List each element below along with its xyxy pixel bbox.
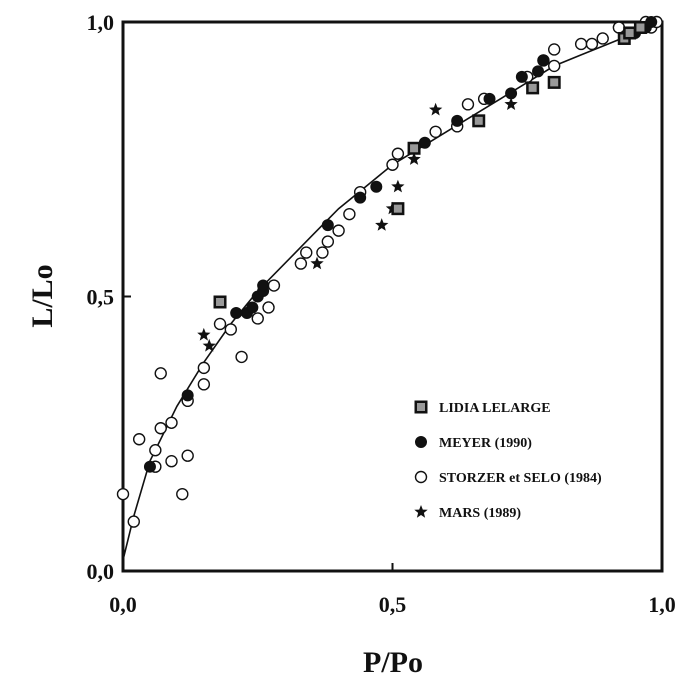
filled-circle-point: [537, 54, 550, 67]
legend-label: MARS (1989): [439, 506, 521, 521]
open-circle-point: [332, 224, 345, 237]
open-circle-point: [596, 32, 609, 45]
y-tick-label: 1,0: [87, 10, 115, 35]
square-dotted-point-inner: [636, 23, 645, 32]
filled-circle-point: [483, 92, 496, 105]
open-circle-point: [294, 257, 308, 270]
open-circle-point: [548, 59, 561, 73]
star-point: [375, 218, 389, 231]
axis-ticks: [122, 21, 663, 572]
data-points: [116, 15, 663, 528]
open-circle-point: [235, 350, 248, 364]
star-point: [407, 152, 421, 165]
square-dotted-point: [526, 81, 540, 95]
square-dotted-point: [633, 20, 647, 34]
open-circle-point: [548, 43, 561, 56]
square-dotted-point-inner: [410, 144, 419, 153]
star-point: [429, 102, 443, 116]
y-axis-title: L/Lo: [26, 264, 59, 327]
filled-circle-point: [143, 460, 156, 473]
open-circle-point: [574, 37, 588, 51]
open-circle-point: [154, 422, 167, 435]
open-circle-point: [154, 367, 167, 380]
open-circle-point: [116, 487, 130, 501]
square-dotted-point: [391, 202, 405, 216]
legend-square-dotted-marker: [414, 400, 428, 414]
square-dotted-point-inner: [393, 204, 402, 213]
filled-circle-point: [354, 191, 367, 204]
legend: LIDIA LELARGE MEYER (1990) STORZER et SELO…: [414, 400, 602, 521]
open-circle-point: [165, 416, 178, 429]
open-circle-point: [176, 487, 189, 501]
legend-star-marker: [414, 505, 428, 518]
square-dotted-point: [213, 295, 227, 309]
open-circle-point: [127, 515, 140, 528]
square-dotted-point: [547, 75, 561, 89]
square-dotted-point-inner: [550, 78, 559, 87]
filled-circle-point: [321, 219, 334, 232]
plot-frame: [121, 20, 664, 573]
star-point: [197, 327, 211, 341]
open-circle-point: [197, 378, 211, 391]
open-circle-point: [197, 361, 211, 375]
open-circle-point: [251, 312, 264, 325]
y-tick-label: 0,0: [87, 559, 115, 584]
tick-labels: 0,0 0,5 1,0 0,0 0,5 1,0: [87, 10, 676, 617]
legend-label: LIDIA LELARGE: [439, 401, 551, 416]
star-point: [310, 256, 324, 270]
filled-circle-point: [181, 389, 194, 402]
filled-circle-point: [418, 136, 431, 149]
star-point: [504, 97, 518, 110]
open-circle-point: [224, 323, 238, 336]
open-circle-point: [132, 433, 146, 446]
y-tick-label: 0,5: [87, 285, 115, 310]
filled-circle-point: [230, 306, 243, 319]
square-dotted-point-inner: [474, 116, 483, 125]
x-tick-label: 0,5: [379, 592, 407, 617]
open-circle-point: [343, 207, 356, 221]
open-circle-point: [267, 279, 281, 292]
square-dotted-point: [472, 114, 486, 128]
square-dotted-point-inner: [216, 297, 225, 306]
filled-circle-point: [257, 279, 270, 292]
square-dotted-point-inner: [528, 83, 537, 92]
x-axis-title: P/Po: [363, 646, 423, 679]
open-circle-point: [149, 444, 162, 457]
legend-open-circle-marker: [414, 470, 428, 484]
open-circle-point: [391, 147, 405, 160]
open-circle-point: [429, 125, 442, 139]
open-circle-point: [262, 301, 275, 314]
open-circle-point: [165, 455, 178, 468]
open-circle-point: [612, 21, 626, 34]
open-circle-point: [300, 246, 313, 259]
legend-square-dotted-marker-inner: [417, 403, 425, 411]
x-tick-label: 1,0: [648, 592, 676, 617]
open-circle-point: [386, 158, 399, 171]
filled-circle-point: [246, 301, 259, 314]
x-tick-label: 0,0: [109, 592, 137, 617]
open-circle-point: [181, 449, 194, 462]
filled-circle-point: [515, 70, 528, 83]
open-circle-point: [316, 246, 329, 259]
filled-circle-point: [645, 16, 658, 28]
filled-circle-point: [505, 87, 518, 100]
square-dotted-point: [623, 26, 637, 40]
square-dotted-point-inner: [625, 28, 634, 37]
square-dotted-point: [407, 141, 421, 155]
filled-circle-point: [532, 65, 545, 78]
open-circle-point: [461, 98, 475, 111]
fit-curve: [122, 21, 663, 561]
filled-circle-point: [370, 180, 383, 193]
legend-filled-circle-marker: [415, 436, 427, 448]
star-point: [391, 179, 405, 193]
open-circle-point: [213, 317, 227, 331]
star-point: [202, 338, 216, 352]
filled-circle-point: [451, 114, 464, 127]
open-circle-point: [321, 235, 335, 248]
legend-label: STORZER et SELO (1984): [439, 471, 602, 486]
legend-label: MEYER (1990): [439, 436, 532, 451]
open-circle-point: [585, 37, 599, 51]
